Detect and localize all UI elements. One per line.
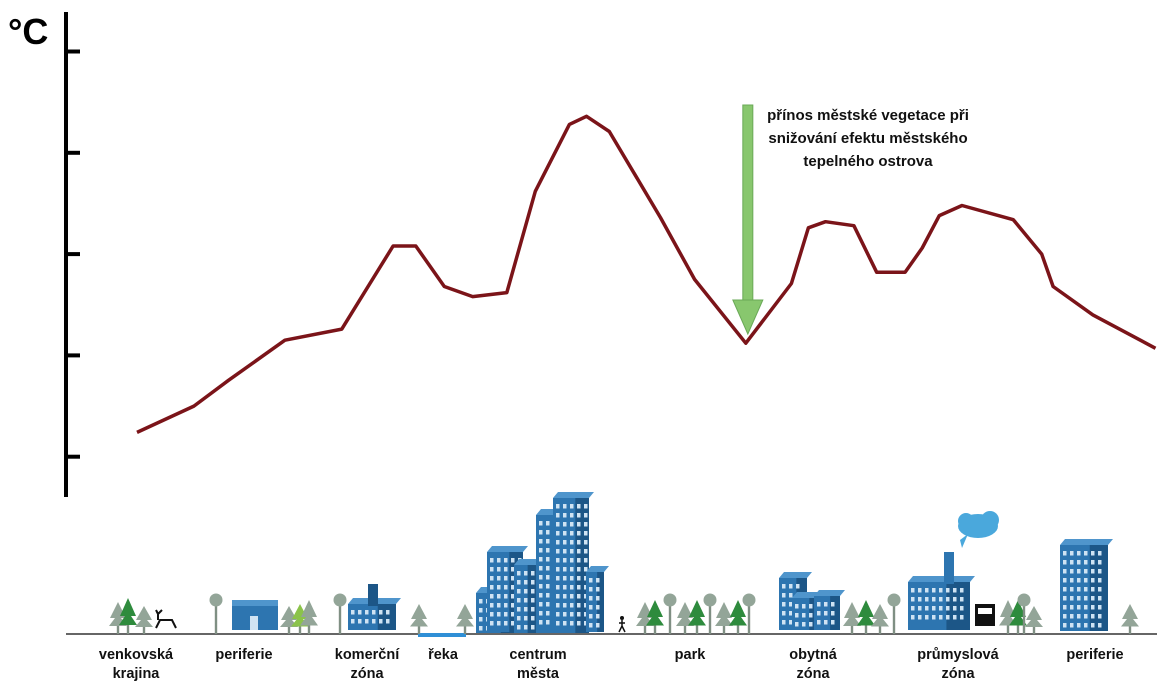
tree-icon (1121, 604, 1139, 634)
building-icon (514, 559, 541, 633)
smoke-cloud-icon (958, 511, 999, 548)
tree-icon (676, 602, 694, 634)
tree-icon (999, 600, 1017, 634)
tree-icon (843, 602, 861, 634)
building-icon (586, 566, 609, 632)
arrow-head (732, 299, 764, 336)
y-axis (64, 12, 80, 497)
round-tree-icon (742, 593, 756, 634)
zone-label-downtown: centrum města (509, 647, 567, 682)
apartment-tower-icon (1060, 539, 1113, 631)
zone-label-commercial: komerční zóna (334, 647, 400, 682)
truck-icon (975, 604, 995, 626)
zone-label-residential: obytná zóna (789, 647, 837, 682)
zone-label-industrial: průmyslová zóna (917, 647, 999, 682)
zone-label-suburb1: periferie (215, 647, 273, 663)
tree-icon (688, 600, 706, 634)
building-icon (553, 492, 594, 633)
building-icon (814, 590, 845, 630)
tree-icon (857, 600, 875, 634)
factory-icon (908, 576, 975, 630)
tree-icon (729, 600, 747, 634)
city-profile-illustration (109, 492, 1139, 634)
tree-icon (119, 598, 137, 634)
tree-icon (646, 600, 664, 634)
pedestrian-icon (618, 616, 626, 633)
round-tree-icon (703, 593, 717, 634)
tree-icon (715, 602, 733, 634)
y-axis-unit-label: °C (8, 11, 49, 52)
tree-icon (410, 604, 428, 634)
vegetation-annotation: přínos městské vegetace při snižování ef… (767, 107, 969, 170)
zone-label-park: park (674, 647, 706, 663)
temperature-line (136, 114, 1157, 434)
tree-icon (1009, 600, 1027, 634)
tree-icon (1025, 606, 1043, 634)
round-tree-icon (209, 593, 223, 634)
zone-label-river: řeka (428, 647, 458, 663)
commercial-building-icon (348, 598, 401, 630)
vegetation-arrow (732, 104, 764, 336)
round-tree-icon (887, 593, 901, 634)
ground-line (66, 633, 1157, 637)
tree-icon (456, 604, 474, 634)
zone-label-suburb2: periferie (1066, 647, 1124, 663)
zone-label-rural: venkovská krajina (98, 647, 174, 682)
round-tree-icon (1017, 593, 1031, 634)
round-tree-icon (663, 593, 677, 634)
tree-icon (871, 604, 889, 634)
house-icon (232, 600, 278, 630)
deer-icon (155, 609, 177, 629)
temperature-series-line (136, 114, 1157, 434)
chimney-icon (944, 552, 954, 584)
tree-icon (135, 606, 153, 634)
tree-icon (300, 600, 318, 634)
tree-icon (636, 602, 654, 634)
round-tree-icon (333, 593, 347, 634)
tower-icon (368, 584, 378, 606)
tree-icon (280, 606, 298, 634)
